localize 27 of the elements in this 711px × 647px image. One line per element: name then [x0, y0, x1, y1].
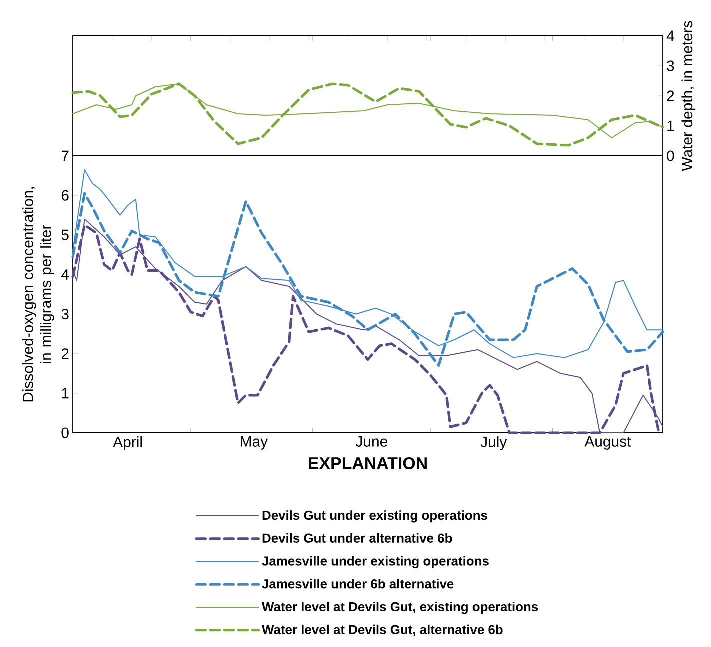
text: Water level at Devils Gut, alternative 6b	[262, 624, 503, 636]
y2-tick-label: 3	[667, 60, 674, 72]
y-tick-label: 7	[62, 150, 69, 162]
legend-label: Devils Gut under alternative 6b	[262, 533, 452, 543]
y-tick-label: 6	[62, 190, 69, 201]
x-tick-label: May	[241, 436, 268, 450]
y2-tick-label: 0	[667, 150, 674, 162]
y-tick-label: 4	[62, 270, 70, 280]
y-tick-label: 2	[62, 348, 69, 360]
y-tick-label: 1	[62, 388, 69, 399]
text: Water level at Devils Gut, existing operations	[262, 602, 538, 614]
legend-label: Jamesville under existing operations	[262, 556, 489, 568]
x-tick-label: August	[584, 436, 632, 450]
y2-tick-label: 2	[667, 90, 674, 102]
y-tick-label: 0	[62, 428, 69, 438]
y-tick-label: 3	[62, 308, 69, 320]
x-tick-label: April	[113, 436, 142, 450]
y2-axis-title: Water depth, in meters	[682, 21, 696, 172]
y2-tick-label: 1	[668, 120, 674, 132]
x-tick-label: July	[480, 436, 508, 450]
x-tick-label: June	[356, 436, 388, 447]
y-axis-title: Dissolved-oxygen concentration, in milligrams per liter	[22, 187, 54, 402]
y-tick-label: 5	[62, 230, 69, 240]
legend-title: EXPLANATION	[309, 457, 427, 470]
legend-label: Devils Gut under existing operations	[262, 510, 488, 523]
y2-tick-label: 4	[666, 30, 674, 42]
legend-label: Jamesville under 6b alternative	[262, 579, 454, 589]
